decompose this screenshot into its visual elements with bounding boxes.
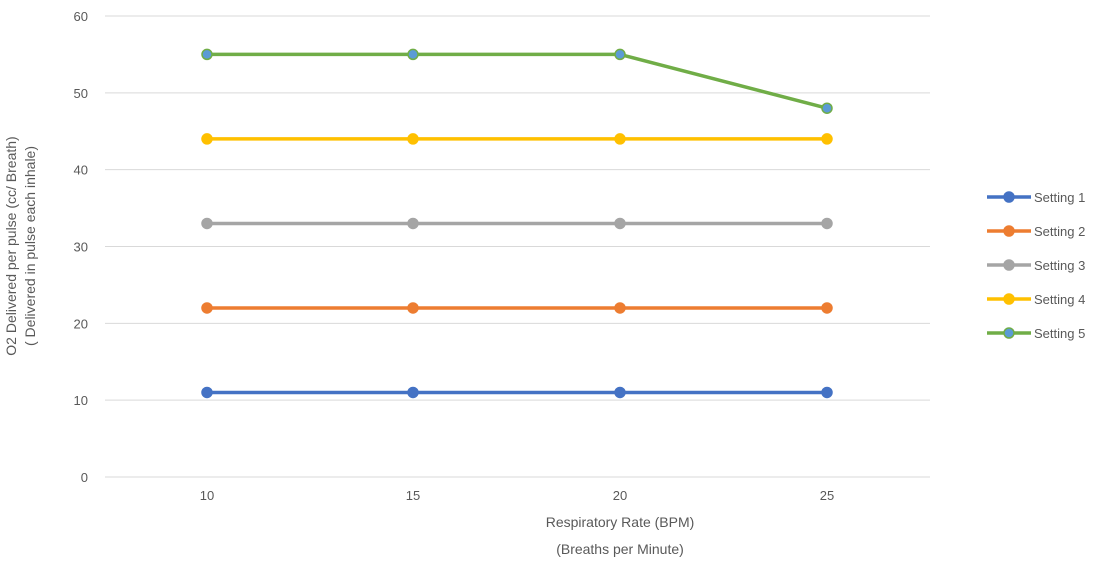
x-axis-title-line2: (Breaths per Minute) [556,541,684,557]
y-axis-title-line1: O2 Delivered per pulse (cc/ Breath) [3,136,19,355]
data-point [407,302,419,314]
data-point [821,133,833,145]
legend-marker [1003,327,1015,339]
y-tick-label: 60 [74,9,88,24]
legend-marker [1003,191,1015,203]
data-point [201,302,213,314]
data-point [407,48,419,61]
data-point [201,386,213,399]
data-point [821,386,833,399]
data-point [614,302,626,314]
legend-label: Setting 5 [1034,326,1085,341]
x-axis-ticks: 10 15 20 25 [200,488,834,503]
data-point [821,102,833,114]
y-axis-title-line2: ( Delivered in pulse each inhale) [22,146,38,346]
data-point [201,133,213,145]
data-point [201,48,213,61]
x-tick-label: 10 [200,488,214,503]
legend-label: Setting 3 [1034,258,1085,273]
legend-label: Setting 4 [1034,292,1085,307]
legend-item: Setting 2 [987,224,1085,239]
data-point [614,386,626,399]
legend-label: Setting 1 [1034,190,1085,205]
data-point [821,217,833,230]
y-tick-label: 0 [81,470,88,485]
data-point [407,386,419,399]
data-point [821,302,833,314]
series-2 [201,302,833,314]
data-point [201,217,213,230]
data-point [614,133,626,145]
legend: Setting 1 Setting 2 Setting 3 Setting 4 Sett… [987,190,1085,341]
legend-marker [1003,225,1015,237]
legend-item: Setting 1 [987,190,1085,205]
series-3 [201,217,833,230]
legend-marker [1003,259,1015,271]
data-point [614,217,626,230]
legend-item: Setting 4 [987,292,1085,307]
series-lines [201,48,833,399]
series-line [205,52,829,110]
y-tick-label: 20 [74,316,88,331]
legend-item: Setting 3 [987,258,1085,273]
legend-label: Setting 2 [1034,224,1085,239]
y-tick-label: 50 [74,86,88,101]
series-1 [201,386,833,399]
x-tick-label: 25 [820,488,834,503]
x-tick-label: 20 [613,488,627,503]
legend-item: Setting 5 [987,326,1085,341]
y-tick-label: 40 [74,163,88,178]
series-5 [201,48,833,114]
x-tick-label: 15 [406,488,420,503]
legend-marker [1003,293,1015,305]
y-tick-label: 30 [74,240,88,255]
data-point [614,48,626,61]
y-tick-label: 10 [74,393,88,408]
x-axis-title-line1: Respiratory Rate (BPM) [546,514,695,530]
data-point [407,217,419,230]
y-axis-ticks: 0 10 20 30 40 50 60 [74,9,88,485]
series-4 [201,133,833,145]
data-point [407,133,419,145]
gridlines [105,15,930,478]
